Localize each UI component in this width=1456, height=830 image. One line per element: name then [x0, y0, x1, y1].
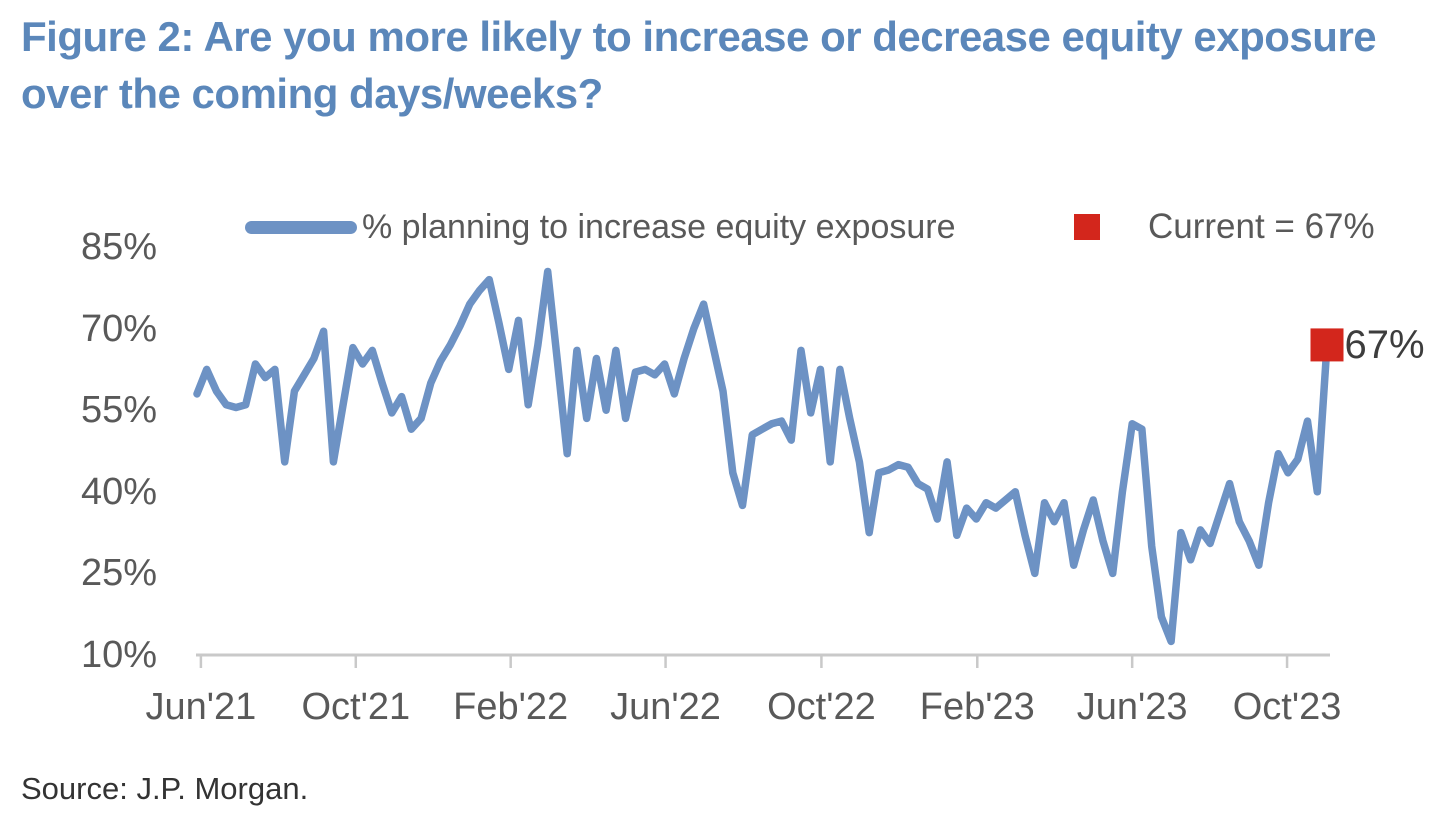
x-tick-label: Jun'23: [1076, 686, 1188, 728]
y-tick-label: 40%: [80, 470, 157, 513]
x-tick-label: Feb'23: [919, 686, 1035, 728]
legend-series-label: % planning to increase equity exposure: [362, 207, 956, 246]
red-square-swatch-icon: [1074, 214, 1100, 240]
source-note: Source: J.P. Morgan.: [21, 771, 309, 806]
y-tick-label: 70%: [80, 307, 157, 350]
y-tick-label: 55%: [80, 389, 157, 432]
y-tick-label: 85%: [80, 226, 157, 268]
y-tick-label: 25%: [80, 552, 157, 595]
current-value-annotation: 67%: [1344, 322, 1425, 367]
x-tick-label: Oct'21: [301, 686, 411, 728]
x-tick-label: Feb'22: [453, 686, 569, 728]
chart-title: Figure 2: Are you more likely to increas…: [21, 13, 1377, 118]
legend-item-series: % planning to increase equity exposure: [245, 207, 956, 247]
current-value-marker: [1310, 328, 1344, 362]
line-swatch-icon: [245, 220, 357, 234]
legend-item-current: Current = 67%: [1074, 207, 1375, 247]
x-tick-label: Jun'22: [610, 686, 721, 728]
legend-current-label: Current = 67%: [1148, 207, 1375, 246]
x-tick-label: Jun'21: [145, 686, 257, 728]
x-tick-label: Oct'23: [1232, 686, 1342, 728]
y-tick-label: 10%: [80, 634, 157, 676]
x-axis-ticks: [199, 655, 1289, 668]
x-tick-label: Oct'22: [767, 686, 876, 728]
series-line: [193, 267, 1331, 646]
